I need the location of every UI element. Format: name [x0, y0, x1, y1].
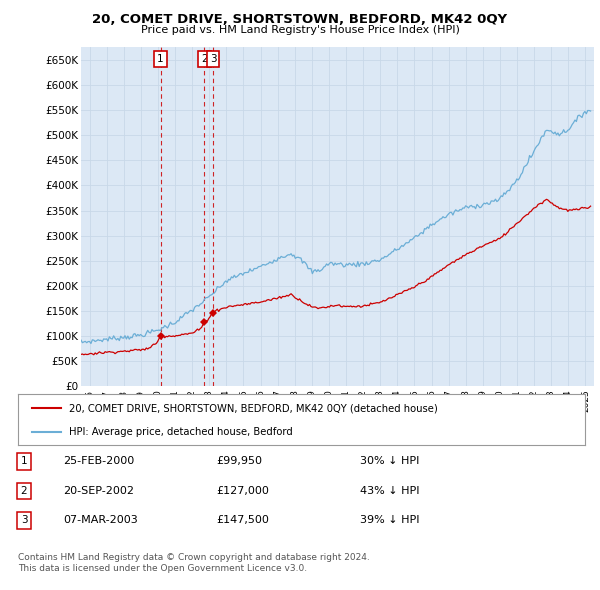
Text: 20-SEP-2002: 20-SEP-2002: [63, 486, 134, 496]
Text: £127,000: £127,000: [216, 486, 269, 496]
Text: 1: 1: [20, 457, 28, 466]
Text: Price paid vs. HM Land Registry's House Price Index (HPI): Price paid vs. HM Land Registry's House …: [140, 25, 460, 35]
Text: 3: 3: [20, 516, 28, 525]
Text: 1: 1: [157, 54, 164, 64]
Text: 3: 3: [209, 54, 217, 64]
Text: 2: 2: [20, 486, 28, 496]
Text: 2: 2: [201, 54, 208, 64]
Text: HPI: Average price, detached house, Bedford: HPI: Average price, detached house, Bedf…: [69, 428, 293, 437]
Text: £147,500: £147,500: [216, 516, 269, 525]
Text: 07-MAR-2003: 07-MAR-2003: [63, 516, 138, 525]
Text: 39% ↓ HPI: 39% ↓ HPI: [360, 516, 419, 525]
Text: 30% ↓ HPI: 30% ↓ HPI: [360, 457, 419, 466]
Text: Contains HM Land Registry data © Crown copyright and database right 2024.: Contains HM Land Registry data © Crown c…: [18, 553, 370, 562]
Text: 43% ↓ HPI: 43% ↓ HPI: [360, 486, 419, 496]
Text: 25-FEB-2000: 25-FEB-2000: [63, 457, 134, 466]
Text: 20, COMET DRIVE, SHORTSTOWN, BEDFORD, MK42 0QY: 20, COMET DRIVE, SHORTSTOWN, BEDFORD, MK…: [92, 13, 508, 26]
Text: £99,950: £99,950: [216, 457, 262, 466]
Text: 20, COMET DRIVE, SHORTSTOWN, BEDFORD, MK42 0QY (detached house): 20, COMET DRIVE, SHORTSTOWN, BEDFORD, MK…: [69, 403, 438, 413]
Text: This data is licensed under the Open Government Licence v3.0.: This data is licensed under the Open Gov…: [18, 565, 307, 573]
